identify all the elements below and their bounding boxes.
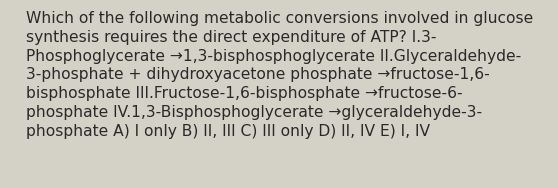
- Text: Which of the following metabolic conversions involved in glucose
synthesis requi: Which of the following metabolic convers…: [26, 11, 533, 139]
